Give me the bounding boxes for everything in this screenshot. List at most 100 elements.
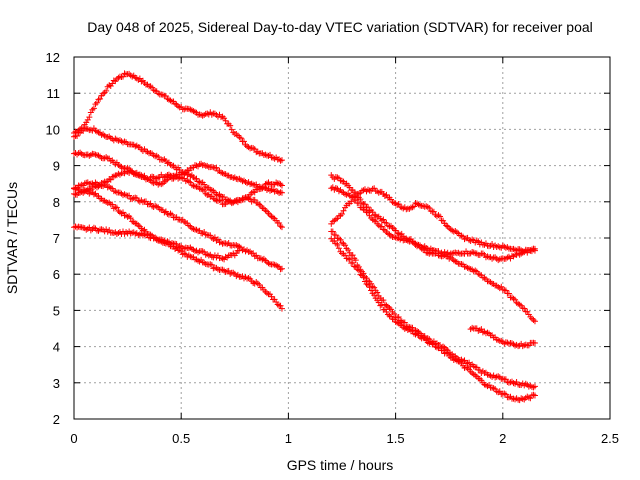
- data-point: [365, 277, 372, 284]
- data-point: [352, 257, 359, 264]
- data-point: [204, 162, 211, 169]
- y-tick-label: 11: [47, 86, 61, 101]
- y-tick-label: 7: [53, 231, 60, 246]
- data-point: [178, 174, 185, 181]
- data-point: [490, 385, 497, 392]
- data-point: [395, 313, 402, 320]
- data-point: [129, 196, 136, 203]
- data-point: [277, 302, 284, 309]
- data-point: [237, 135, 244, 142]
- data-point: [236, 247, 243, 254]
- data-point: [380, 297, 387, 304]
- data-point: [375, 299, 382, 306]
- data-point: [278, 182, 285, 189]
- data-point: [476, 367, 483, 374]
- data-point: [278, 157, 285, 164]
- data-point: [188, 225, 195, 232]
- data-point: [93, 99, 100, 106]
- data-point: [222, 117, 229, 124]
- data-point: [466, 359, 473, 366]
- data-point: [182, 178, 189, 185]
- data-point: [100, 183, 107, 190]
- series-s1: [71, 70, 285, 164]
- data-point: [210, 187, 217, 194]
- data-point: [224, 241, 231, 248]
- data-point: [126, 192, 133, 199]
- series-s5: [71, 179, 285, 273]
- data-point: [278, 189, 285, 196]
- y-tick-label: 9: [53, 159, 60, 174]
- y-axis-label: SDTVAR / TECUs: [4, 182, 20, 294]
- data-point: [461, 357, 468, 364]
- data-point: [109, 201, 116, 208]
- axis-ticks: [73, 56, 611, 420]
- data-point: [185, 245, 192, 252]
- data-point: [527, 395, 534, 402]
- x-tick-label: 2: [499, 431, 506, 446]
- data-point: [233, 242, 240, 249]
- data-point: [437, 213, 444, 220]
- data-point: [75, 223, 82, 230]
- data-point: [524, 308, 531, 315]
- data-point: [86, 114, 93, 121]
- data-point: [263, 290, 270, 297]
- data-point: [130, 229, 137, 236]
- data-point: [475, 238, 482, 245]
- series-s13: [467, 324, 538, 350]
- data-point: [278, 305, 285, 312]
- data-point: [352, 197, 359, 204]
- data-point: [132, 230, 139, 237]
- data-point: [467, 238, 474, 245]
- data-points: [71, 70, 538, 404]
- data-point: [251, 146, 258, 153]
- data-point: [346, 256, 353, 263]
- data-point: [277, 223, 284, 230]
- data-point: [112, 188, 119, 195]
- data-point: [89, 226, 96, 233]
- data-point: [103, 154, 110, 161]
- data-point: [71, 190, 77, 197]
- data-point: [89, 106, 96, 113]
- data-point: [449, 250, 456, 257]
- data-point: [498, 337, 505, 344]
- data-point: [195, 257, 202, 264]
- data-point: [348, 198, 355, 205]
- data-point: [193, 226, 200, 233]
- data-point: [211, 110, 218, 117]
- data-point: [207, 261, 214, 268]
- series-s11: [328, 235, 538, 404]
- series-s8: [328, 172, 538, 264]
- data-point: [278, 265, 285, 272]
- data-point: [120, 209, 127, 216]
- data-point: [175, 103, 182, 110]
- data-point: [265, 260, 272, 267]
- data-point: [427, 207, 434, 214]
- data-point: [97, 95, 104, 102]
- data-point: [118, 190, 125, 197]
- data-point: [342, 242, 349, 249]
- data-point: [371, 284, 378, 291]
- data-point: [90, 224, 97, 231]
- data-point: [240, 138, 247, 145]
- data-point: [421, 333, 428, 340]
- data-point: [531, 339, 538, 346]
- x-tick-label: 2.5: [601, 431, 619, 446]
- data-point: [365, 186, 372, 193]
- data-point: [71, 133, 77, 140]
- x-tick-label: 0.5: [172, 431, 190, 446]
- data-point: [270, 214, 277, 221]
- series-s7: [71, 223, 243, 263]
- data-point: [167, 97, 174, 104]
- data-point: [110, 205, 117, 212]
- data-point: [211, 234, 218, 241]
- data-point: [89, 180, 96, 187]
- data-point: [213, 164, 220, 171]
- x-tick-label: 1: [285, 431, 292, 446]
- x-tick-labels: 0 0.5 1 1.5 2 2.5: [70, 431, 619, 446]
- data-point: [136, 75, 143, 82]
- data-point: [345, 247, 352, 254]
- data-point: [530, 391, 537, 398]
- data-point: [440, 217, 447, 224]
- data-point: [512, 296, 519, 303]
